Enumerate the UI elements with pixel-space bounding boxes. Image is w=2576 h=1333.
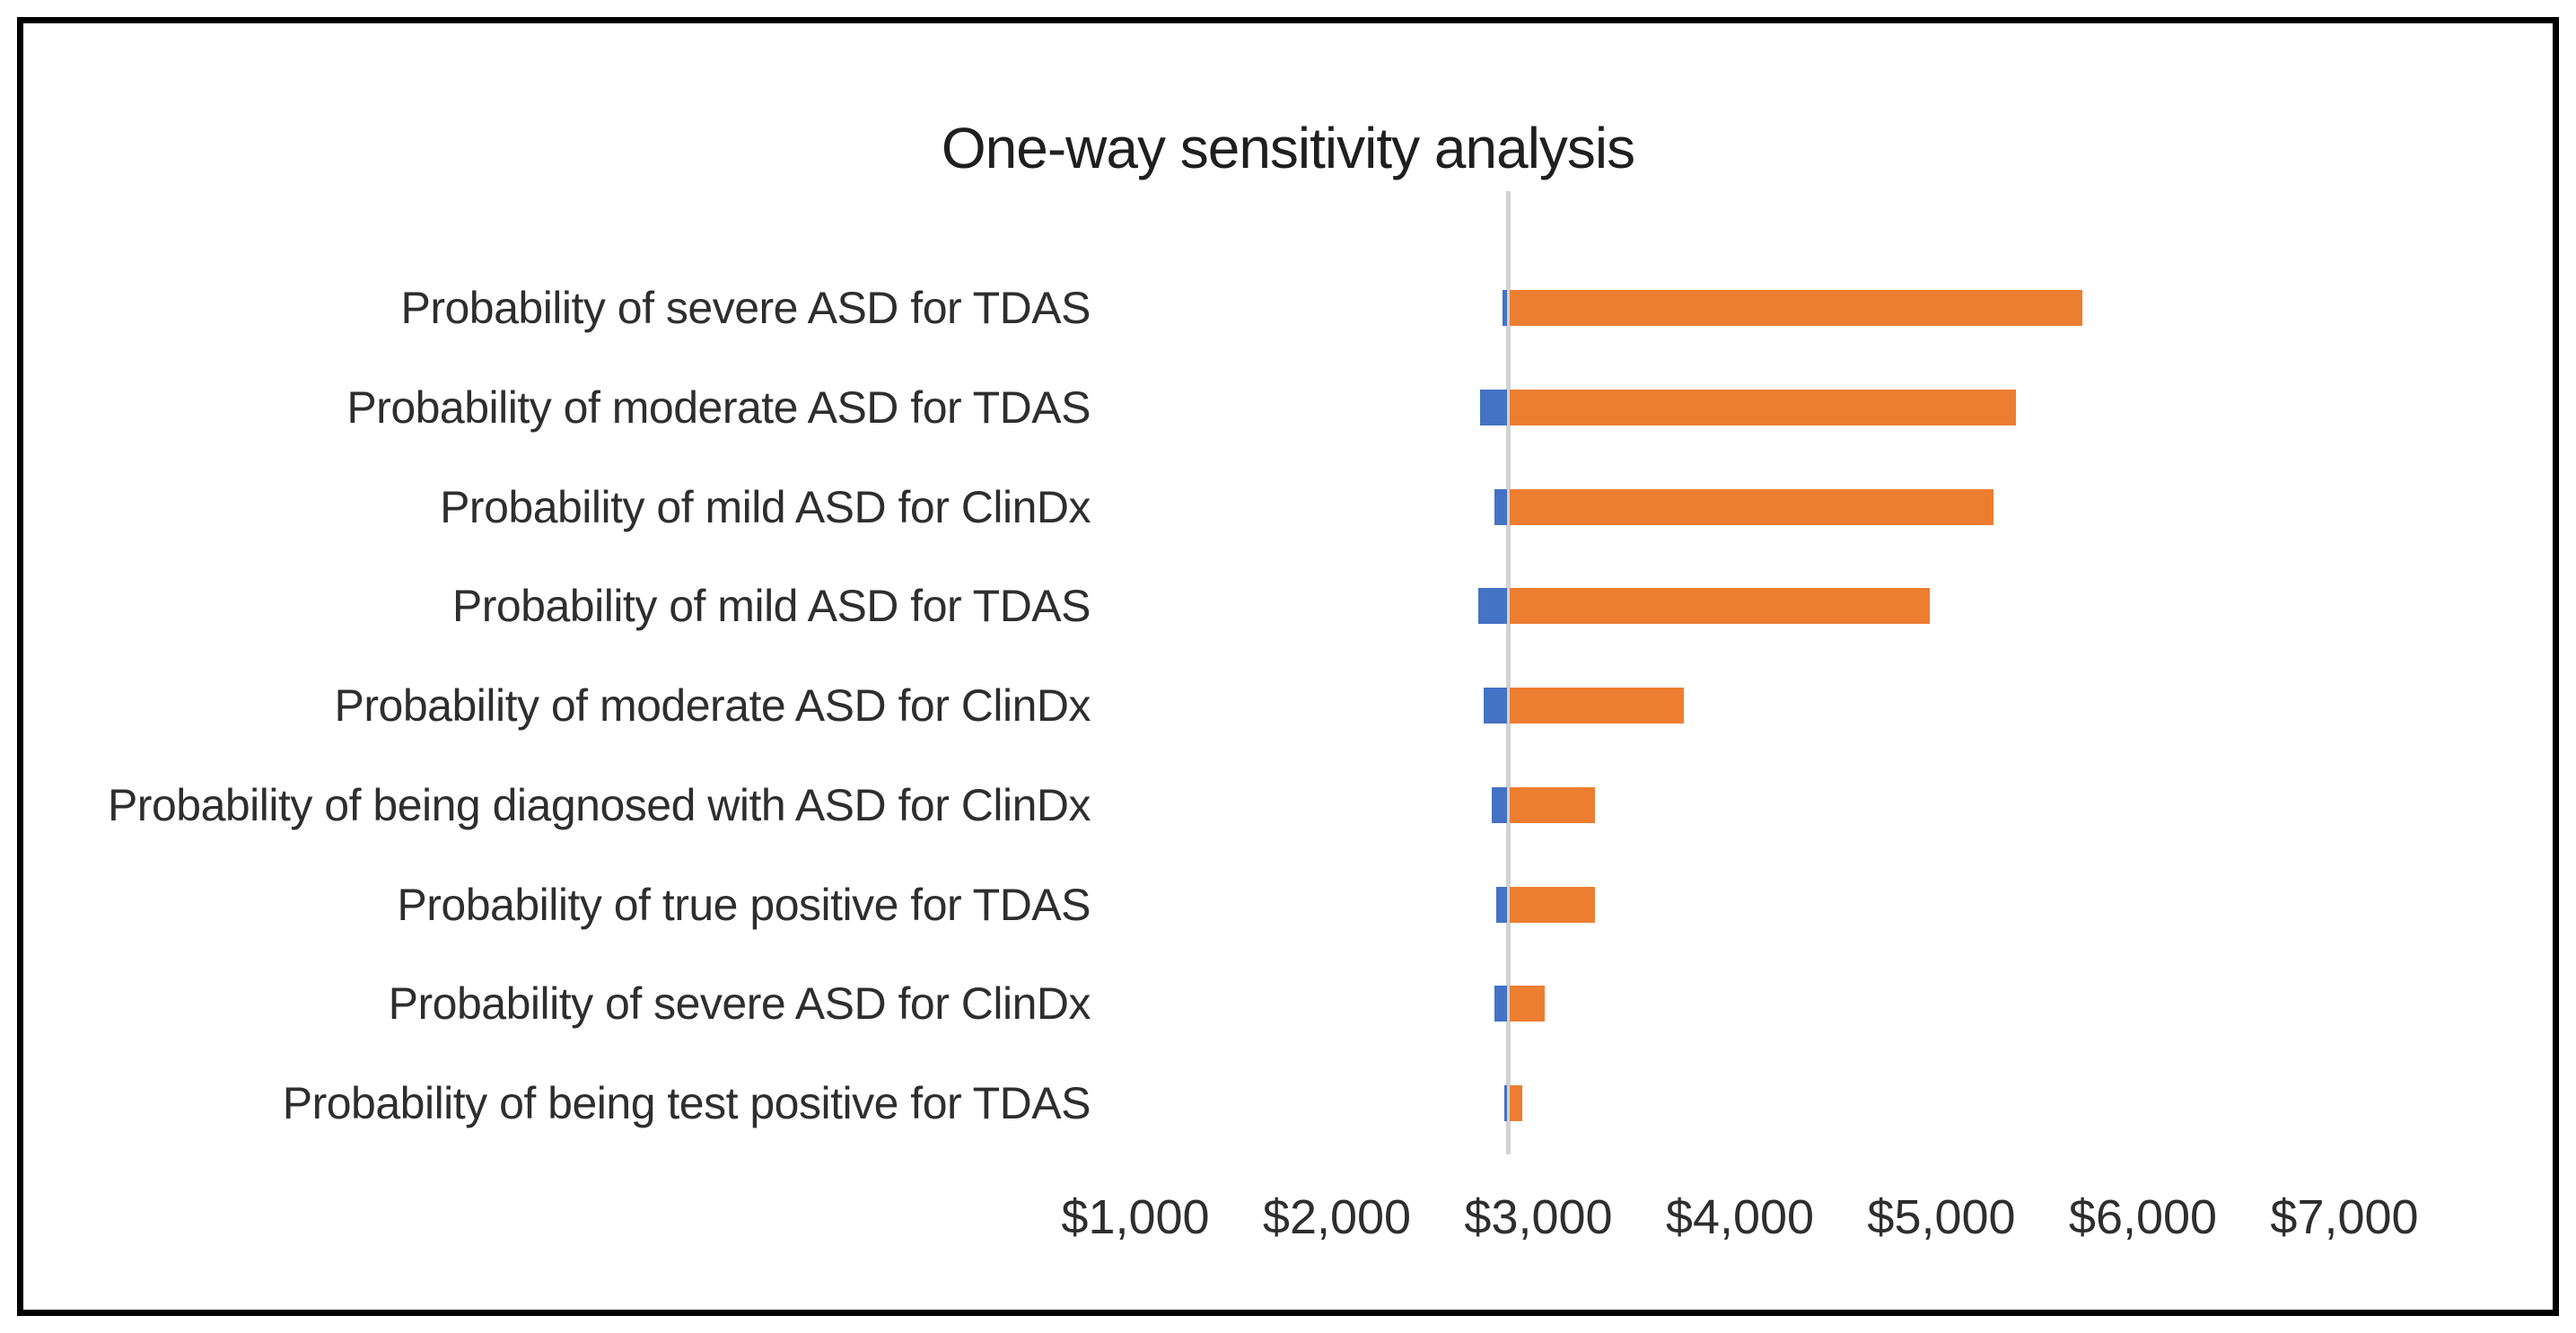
- chart-title: One-way sensitivity analysis: [941, 116, 1635, 180]
- bar-high: [1510, 1085, 1523, 1121]
- bar-high: [1510, 588, 1930, 625]
- bar-low: [1503, 1085, 1508, 1121]
- value-axis-line: [1505, 191, 1511, 1154]
- bar-low: [1494, 488, 1508, 525]
- category-label: Probability of mild ASD for ClinDx: [440, 481, 1091, 532]
- bar-low: [1492, 786, 1508, 823]
- category-label: Probability of moderate ASD for TDAS: [346, 381, 1091, 433]
- bar-low: [1479, 389, 1508, 425]
- category-label: Probability of moderate ASD for ClinDx: [334, 680, 1091, 731]
- x-tick-label: $1,000: [1061, 1190, 1210, 1244]
- bar-high: [1510, 786, 1595, 823]
- bar-high: [1510, 688, 1684, 724]
- category-label: Probability of mild ASD for TDAS: [451, 581, 1091, 632]
- bar-low: [1494, 986, 1508, 1022]
- bar-low: [1484, 688, 1508, 724]
- chart-frame: [17, 17, 2559, 1316]
- bar-high: [1510, 986, 1545, 1022]
- category-label: Probability of being test positive for T…: [282, 1078, 1091, 1128]
- x-tick-label: $3,000: [1464, 1190, 1613, 1244]
- x-tick-label: $6,000: [2068, 1190, 2218, 1244]
- x-tick-label: $4,000: [1665, 1190, 1815, 1244]
- bar-high: [1510, 290, 2083, 326]
- category-label: Probability of severe ASD for TDAS: [400, 283, 1091, 333]
- bar-low: [1502, 290, 1508, 326]
- bar-high: [1510, 488, 1994, 525]
- bar-high: [1510, 389, 2017, 425]
- category-label: Probability of true positive for TDAS: [397, 879, 1091, 930]
- category-label: Probability of being diagnosed with ASD …: [107, 779, 1091, 830]
- x-tick-label: $5,000: [1867, 1190, 2016, 1244]
- bar-low: [1477, 588, 1508, 625]
- bar-high: [1510, 886, 1595, 923]
- bar-low: [1495, 886, 1508, 923]
- x-tick-label: $7,000: [2270, 1190, 2419, 1244]
- category-label: Probability of severe ASD for ClinDx: [388, 978, 1091, 1030]
- x-tick-label: $2,000: [1262, 1190, 1412, 1244]
